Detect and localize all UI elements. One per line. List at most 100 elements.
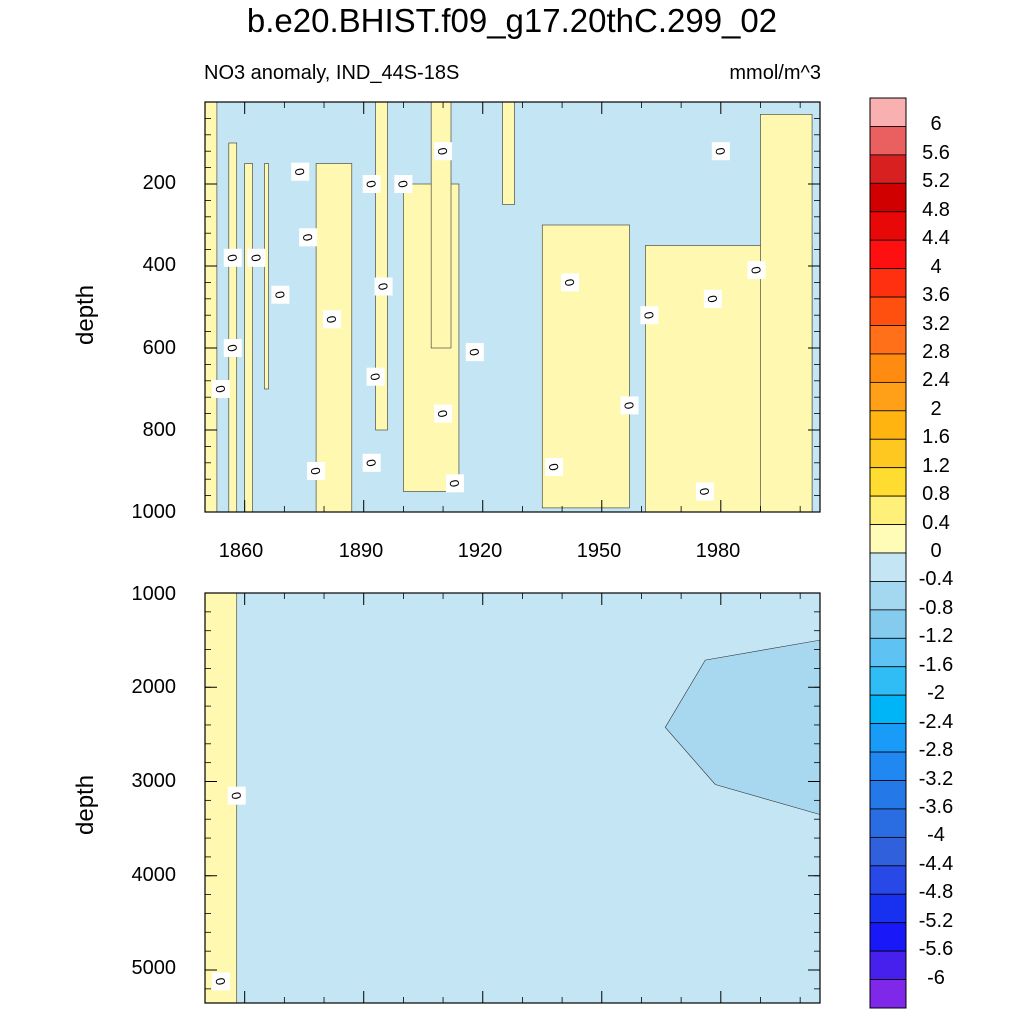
colorbar-swatch bbox=[869, 780, 907, 810]
contour-label-box bbox=[271, 285, 290, 304]
colorbar-label: -4 bbox=[927, 824, 945, 847]
positive-anomaly-region bbox=[502, 101, 515, 205]
positive-anomaly-region bbox=[204, 101, 218, 513]
colorbar-label: -0.8 bbox=[918, 596, 954, 619]
panel-subtitle: NO3 anomaly, IND_44S-18S bbox=[204, 62, 460, 84]
contour-label: 0 bbox=[466, 347, 482, 357]
panel-background bbox=[205, 593, 820, 1003]
positive-anomaly-region bbox=[244, 163, 253, 513]
colorbar-swatch bbox=[869, 609, 907, 639]
colorbar-swatch bbox=[869, 239, 907, 270]
contour-label: 0 bbox=[228, 791, 244, 801]
colorbar-swatch bbox=[869, 353, 907, 383]
contour-label: 0 bbox=[224, 253, 240, 263]
contour-label: 0 bbox=[748, 265, 764, 275]
colorbar-swatch bbox=[869, 126, 907, 156]
contour-label-box bbox=[211, 380, 230, 398]
colorbar-swatch bbox=[869, 97, 907, 127]
contour-label: 0 bbox=[375, 282, 391, 292]
colorbar-label: -2.4 bbox=[918, 710, 954, 733]
contour-label: 0 bbox=[367, 372, 383, 382]
colorbar-swatch bbox=[869, 524, 907, 554]
contour-label: 0 bbox=[363, 179, 379, 189]
colorbar-label: 2.8 bbox=[922, 340, 950, 363]
contour-label: 0 bbox=[212, 384, 228, 394]
contour-label-box bbox=[362, 175, 381, 193]
x-tick: 1950 bbox=[576, 540, 622, 562]
contour-label-box bbox=[703, 289, 722, 308]
colorbar-label: 1.2 bbox=[922, 454, 950, 477]
contour-label-box bbox=[366, 367, 385, 386]
lower-y-tick: 1000 bbox=[131, 583, 177, 605]
upper-y-tick: 200 bbox=[142, 172, 176, 194]
lower-y-tick: 2000 bbox=[131, 676, 177, 698]
colorbar-label: -3.2 bbox=[918, 767, 954, 790]
contour-label: 0 bbox=[363, 458, 379, 468]
contour-label-box bbox=[223, 339, 242, 357]
positive-anomaly-region bbox=[760, 114, 813, 513]
lower-y-tick: 3000 bbox=[131, 770, 177, 792]
upper-panel: 0 0 0 0 0 0 0 0 0 0 0 0 0 0 0 0 0 0 0 0 0 0 0 0 0 0 bbox=[204, 101, 821, 513]
colorbar-label: 0.4 bbox=[922, 511, 950, 534]
lower-panel: 00 bbox=[204, 592, 821, 1004]
colorbar-label: -2.8 bbox=[918, 739, 954, 762]
contour-label-box bbox=[291, 162, 310, 181]
contour-label: 0 bbox=[704, 294, 720, 304]
colorbar-swatch bbox=[869, 410, 907, 440]
contour-label: 0 bbox=[395, 179, 411, 189]
colorbar-swatch bbox=[869, 836, 907, 867]
contour-label-box bbox=[695, 482, 714, 501]
colorbar-swatch bbox=[869, 950, 907, 980]
contour-label-box bbox=[299, 228, 318, 247]
colorbar-label: -3.6 bbox=[918, 795, 954, 818]
contour-label-box bbox=[223, 248, 242, 267]
positive-anomaly-region bbox=[228, 142, 238, 513]
contour-label-box bbox=[561, 273, 580, 292]
colorbar-label: -4.8 bbox=[918, 881, 954, 904]
colorbar-label: 2 bbox=[930, 397, 942, 420]
colorbar-swatch bbox=[869, 893, 907, 924]
colorbar-label: 5.6 bbox=[922, 141, 950, 164]
contour-label-box bbox=[322, 310, 341, 329]
colorbar-swatch bbox=[869, 325, 907, 355]
contour-label-box bbox=[362, 453, 381, 472]
contour-label: 0 bbox=[641, 310, 657, 320]
contour-label: 0 bbox=[435, 146, 451, 156]
contour-label-box bbox=[434, 142, 453, 161]
contour-label: 0 bbox=[292, 167, 308, 177]
colorbar-label: 3.2 bbox=[922, 312, 950, 335]
contour-label-box bbox=[747, 261, 766, 280]
x-tick: 1920 bbox=[457, 540, 503, 562]
contour-label: 0 bbox=[212, 977, 228, 987]
contour-label: 0 bbox=[562, 278, 578, 288]
x-tick: 1980 bbox=[695, 540, 741, 562]
colorbar-swatch bbox=[869, 154, 907, 184]
contour-label-box bbox=[394, 175, 413, 193]
contour-label: 0 bbox=[224, 343, 240, 353]
contour-label: 0 bbox=[446, 479, 462, 489]
contour-label: 0 bbox=[546, 462, 562, 472]
colorbar-label: 4.8 bbox=[922, 198, 950, 221]
colorbar-label: 4.4 bbox=[922, 227, 950, 250]
colorbar-swatch bbox=[869, 381, 907, 412]
colorbar-swatch bbox=[869, 296, 907, 326]
contour-label: 0 bbox=[621, 401, 637, 411]
colorbar-swatch bbox=[869, 438, 907, 469]
x-tick: 1890 bbox=[338, 540, 384, 562]
contour-label: 0 bbox=[300, 233, 316, 243]
contour-label: 0 bbox=[308, 466, 324, 476]
colorbar bbox=[869, 97, 907, 1009]
contour-label: 0 bbox=[323, 315, 339, 325]
colorbar-swatch bbox=[869, 808, 907, 838]
upper-y-tick: 600 bbox=[142, 337, 176, 359]
colorbar-swatch bbox=[869, 581, 907, 611]
colorbar-swatch bbox=[869, 922, 907, 952]
colorbar-swatch bbox=[869, 751, 907, 781]
colorbar-swatch bbox=[869, 979, 907, 1009]
colorbar-label: -5.6 bbox=[918, 938, 954, 961]
contour-label-box bbox=[465, 343, 484, 362]
contour-label-box bbox=[247, 248, 266, 267]
positive-anomaly-region bbox=[315, 163, 353, 513]
colorbar-frame bbox=[869, 97, 907, 1009]
